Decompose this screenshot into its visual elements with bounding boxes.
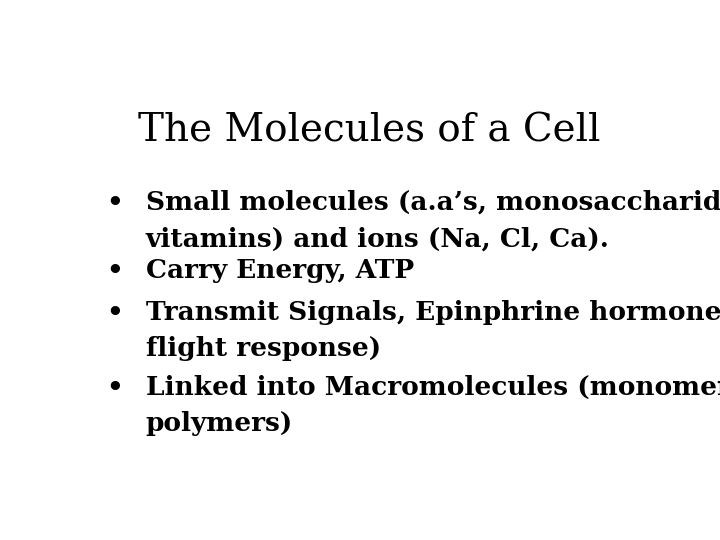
Text: vitamins) and ions (Na, Cl, Ca).: vitamins) and ions (Na, Cl, Ca). xyxy=(145,226,610,251)
Text: •: • xyxy=(107,190,124,214)
Text: Small molecules (a.a’s, monosaccharides,: Small molecules (a.a’s, monosaccharides, xyxy=(145,190,720,214)
Text: •: • xyxy=(107,258,124,283)
Text: The Molecules of a Cell: The Molecules of a Cell xyxy=(138,113,600,150)
Text: Linked into Macromolecules (monomers to: Linked into Macromolecules (monomers to xyxy=(145,375,720,400)
Text: •: • xyxy=(107,375,124,400)
Text: flight response): flight response) xyxy=(145,336,381,361)
Text: Carry Energy, ATP: Carry Energy, ATP xyxy=(145,258,414,283)
Text: •: • xyxy=(107,300,124,325)
Text: polymers): polymers) xyxy=(145,411,293,436)
Text: Transmit Signals, Epinphrine hormone (fight or: Transmit Signals, Epinphrine hormone (fi… xyxy=(145,300,720,325)
